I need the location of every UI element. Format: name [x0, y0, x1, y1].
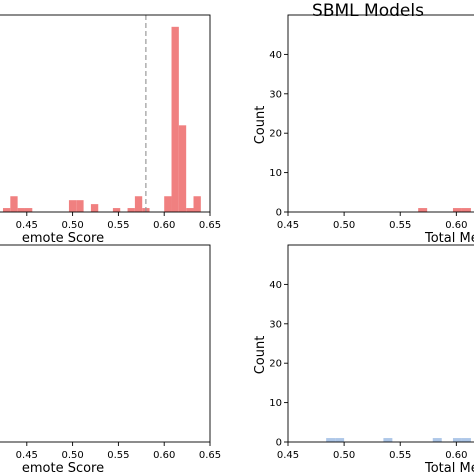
xticks-top-right: 0.45 0.50 0.55 0.60 [277, 212, 467, 231]
ylabel-top-right: Count [253, 106, 268, 145]
xlabel-top-right: Total Me [424, 231, 474, 246]
x-tick-label: 0.55 [389, 450, 411, 461]
x-tick-label: 0.50 [61, 450, 83, 461]
axes-frame-top-right [287, 14, 474, 213]
x-tick-label: 0.50 [61, 220, 83, 231]
y-tick-label: 10 [269, 168, 282, 179]
yticks-bottom-right: 0 10 20 30 40 [269, 280, 288, 449]
x-tick-label: 0.60 [445, 450, 467, 461]
yticks-top-right: 0 10 20 30 40 [269, 50, 288, 219]
histogram-bar [383, 438, 393, 442]
x-tick-label: 0.65 [199, 450, 221, 461]
histogram-bar [17, 208, 25, 212]
y-tick-label: 20 [269, 359, 282, 370]
histogram-bar [134, 196, 143, 212]
ylabel-bottom-right: Count [253, 336, 268, 375]
histogram-bar [452, 208, 462, 212]
xlabel-bottom-right: Total Me [424, 461, 474, 474]
histogram-bar [2, 208, 11, 212]
histogram-bar [335, 438, 345, 442]
y-tick-label: 0 [276, 438, 282, 449]
xticks-bottom-left: 0.45 0.50 0.55 0.60 0.65 [16, 442, 221, 461]
x-tick-label: 0.55 [389, 220, 411, 231]
histogram-bar [461, 438, 471, 442]
x-tick-label: 0.50 [333, 220, 355, 231]
histogram-bar [127, 208, 135, 212]
histogram-bar [178, 125, 187, 212]
axes-frame-bottom-left [0, 244, 211, 443]
histogram-bar [10, 196, 18, 212]
y-tick-label: 30 [269, 89, 282, 100]
xticks-bottom-right: 0.45 0.50 0.55 0.60 [277, 442, 467, 461]
histogram-bar [90, 204, 99, 212]
y-tick-label: 40 [269, 280, 282, 291]
histogram-bar [186, 208, 194, 212]
histogram-bar [326, 438, 336, 442]
x-tick-label: 0.50 [333, 450, 355, 461]
xlabel-top-left: emote Score [22, 231, 104, 246]
x-tick-label: 0.60 [445, 220, 467, 231]
bars-top-left [2, 26, 201, 212]
histogram-bar [193, 196, 201, 212]
x-tick-label: 0.45 [16, 450, 38, 461]
histogram-bar [452, 438, 462, 442]
bars-bottom-right [326, 438, 471, 442]
y-tick-label: 10 [269, 398, 282, 409]
xticks-top-left: 0.45 0.50 0.55 0.60 0.65 [16, 212, 221, 231]
histogram-bar [418, 208, 428, 212]
x-tick-label: 0.45 [16, 220, 38, 231]
x-tick-label: 0.55 [107, 220, 129, 231]
axes-frame-bottom-right [287, 244, 474, 443]
xlabel-bottom-left: emote Score [22, 461, 104, 474]
bars-top-right [418, 208, 471, 212]
y-tick-label: 20 [269, 129, 282, 140]
histogram-bar [171, 26, 179, 212]
histogram-bar [76, 200, 84, 212]
y-tick-label: 0 [276, 208, 282, 219]
histogram-bar [68, 200, 77, 212]
x-tick-label: 0.45 [277, 450, 299, 461]
axes-frame-top-left [0, 14, 211, 213]
histogram-bar [24, 208, 33, 212]
histogram-bar [432, 438, 442, 442]
histogram-bar [461, 208, 471, 212]
panel-top-right: SBML Models 0.45 0.50 0.55 0.60 0 10 20 30 40 T… [253, 1, 474, 246]
histogram-bar [112, 208, 121, 212]
panel-bottom-left: 0.45 0.50 0.55 0.60 0.65 emote Score [0, 244, 221, 474]
histogram-bar [164, 196, 172, 212]
x-tick-label: 0.45 [277, 220, 299, 231]
x-tick-label: 0.65 [199, 220, 221, 231]
panel-bottom-right: 0.45 0.50 0.55 0.60 0 10 20 30 40 Total Me Coun… [253, 244, 474, 474]
panel-top-left: 0.45 0.50 0.55 0.60 0.65 emote Score [0, 14, 221, 246]
y-tick-label: 40 [269, 50, 282, 61]
y-tick-label: 30 [269, 319, 282, 330]
chart-title: SBML Models [312, 1, 424, 21]
x-tick-label: 0.60 [153, 220, 175, 231]
x-tick-label: 0.60 [153, 450, 175, 461]
x-tick-label: 0.55 [107, 450, 129, 461]
